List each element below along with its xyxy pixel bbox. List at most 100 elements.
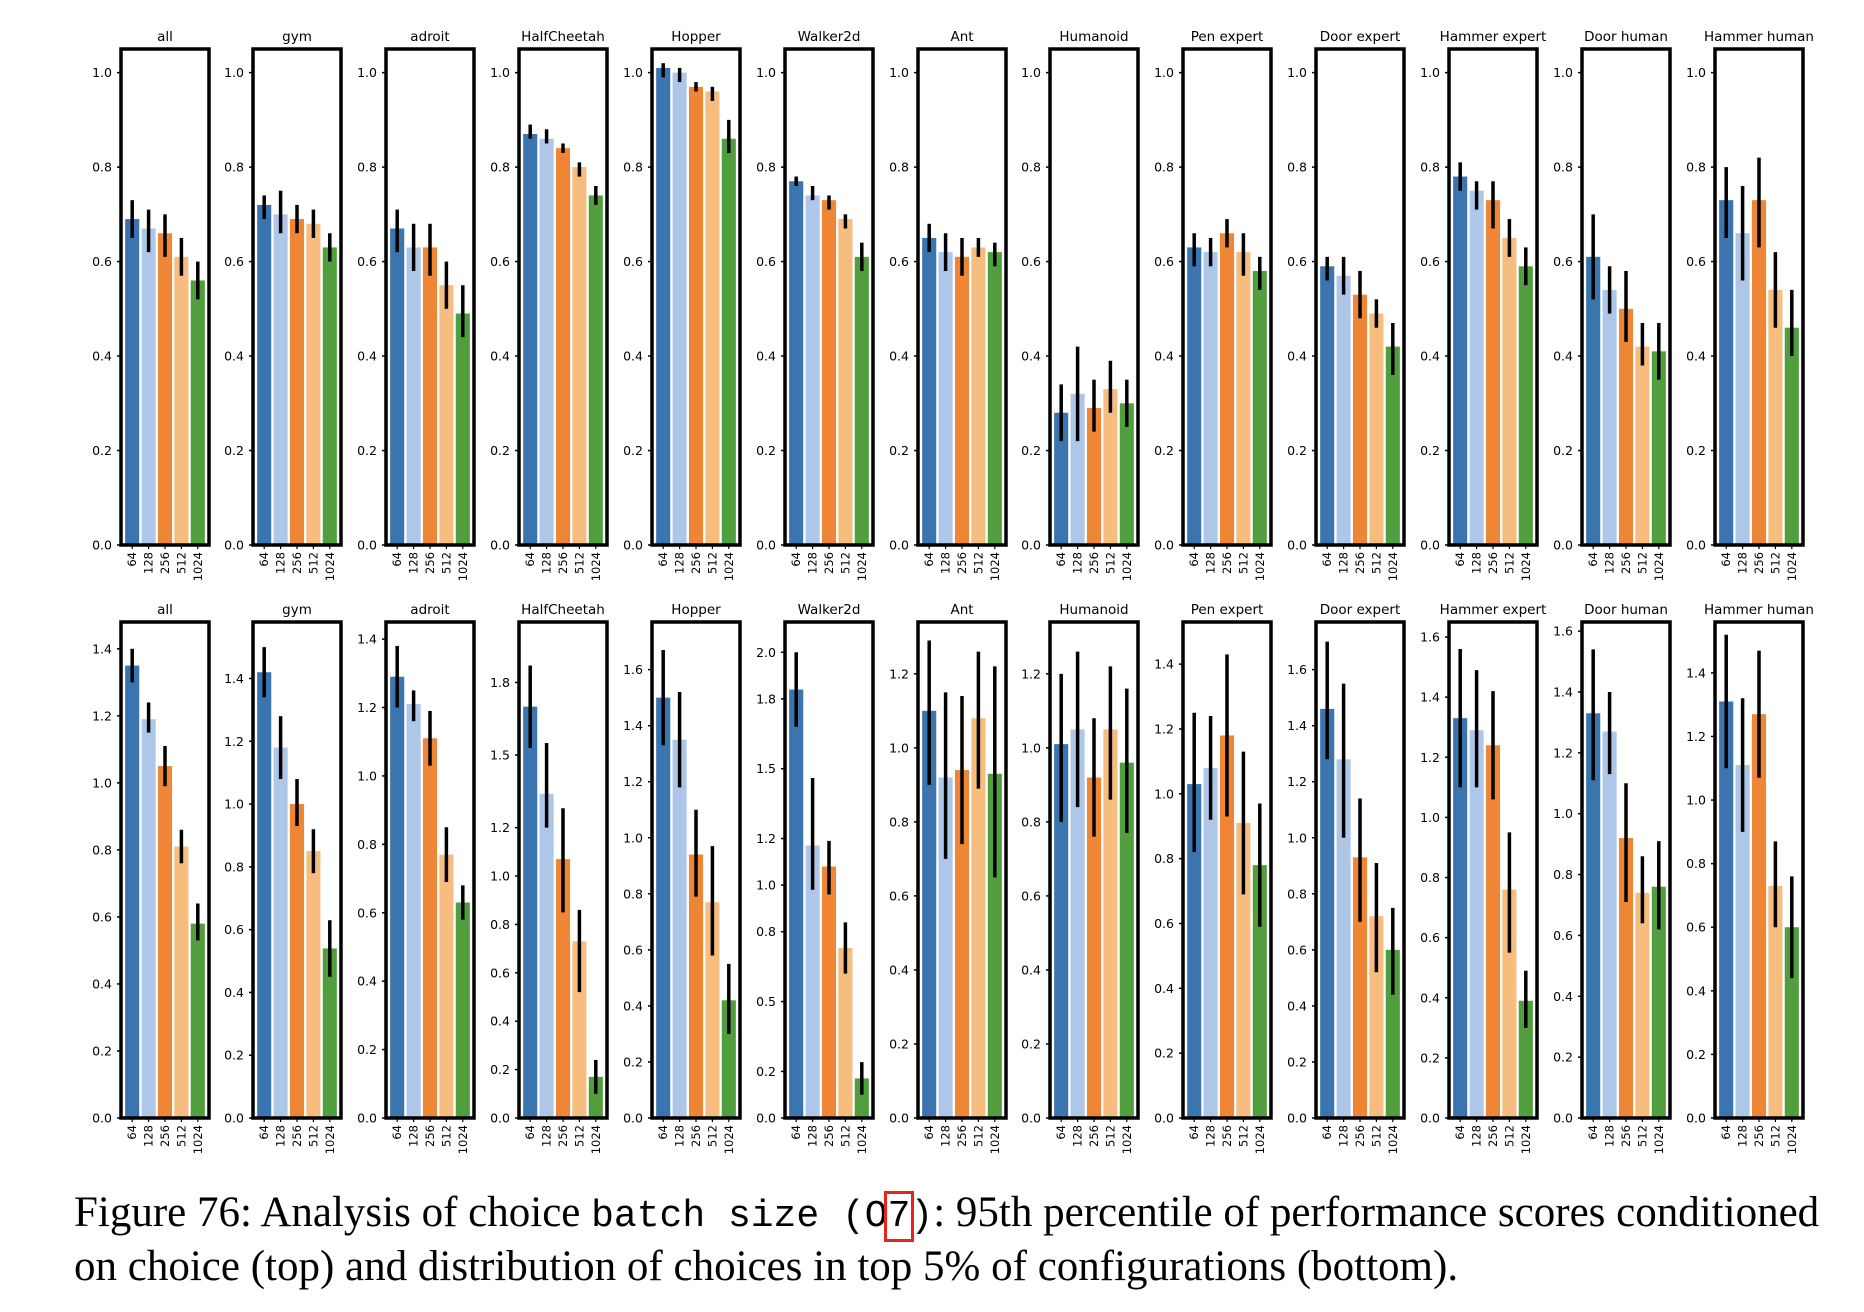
bar-1024 <box>588 195 603 545</box>
x-tick-label: 512 <box>838 552 852 574</box>
panel-frame <box>1048 620 1140 1120</box>
y-tick-label: 1.0 <box>623 830 643 845</box>
x-tick-label: 512 <box>1768 1125 1782 1147</box>
x-tick-label: 1024 <box>589 1125 603 1154</box>
y-tick-label: 0.6 <box>1021 888 1041 903</box>
x-tick-label: 1024 <box>988 552 1002 581</box>
x-tick-label: 512 <box>705 552 719 574</box>
bar-128 <box>1336 759 1351 1118</box>
panel-frame <box>119 620 211 1120</box>
x-tick-label: 64 <box>1054 1125 1068 1140</box>
panel-title: Door human <box>1584 602 1668 618</box>
bar-1024 <box>854 256 869 545</box>
x-tick-label: 128 <box>1071 1125 1085 1147</box>
x-tick-label: 1024 <box>191 1125 205 1154</box>
y-tick-label: 0.4 <box>1686 349 1706 364</box>
x-tick-label: 256 <box>1220 1125 1234 1147</box>
panel-title: all <box>157 602 173 618</box>
panel-frame <box>384 47 476 547</box>
bar-128 <box>1735 233 1750 545</box>
bar-128 <box>1336 275 1351 545</box>
y-tick-label: 0.4 <box>623 998 643 1013</box>
y-tick-label: 0.2 <box>92 1043 112 1058</box>
y-tick-label: 1.6 <box>1287 662 1307 677</box>
y-tick-label: 0.8 <box>224 160 244 175</box>
bar-256 <box>1352 294 1368 545</box>
y-tick-label: 0.4 <box>224 349 244 364</box>
bar-128 <box>805 845 820 1118</box>
x-tick-label: 64 <box>257 1125 271 1140</box>
x-tick-label: 1024 <box>1652 552 1666 581</box>
x-tick-label: 64 <box>789 552 803 567</box>
bar-512 <box>1768 289 1783 545</box>
bar-128 <box>1602 731 1617 1118</box>
panel-frame <box>650 47 742 547</box>
panel-title: adroit <box>410 29 449 45</box>
bar-256 <box>555 859 571 1118</box>
x-tick-label: 1024 <box>456 552 470 581</box>
x-tick-label: 256 <box>1619 1125 1633 1147</box>
bar-512 <box>306 223 321 545</box>
y-tick-label: 0.2 <box>1287 1054 1307 1069</box>
y-tick-label: 0.6 <box>1021 254 1041 269</box>
y-tick-label: 1.0 <box>1021 65 1041 80</box>
y-tick-label: 0.2 <box>1021 1036 1041 1051</box>
x-tick-label: 512 <box>1369 552 1383 574</box>
x-tick-label: 512 <box>306 552 320 574</box>
bar-1024 <box>190 280 205 545</box>
bar-64 <box>656 697 671 1118</box>
y-tick-label: 1.2 <box>224 734 244 749</box>
y-tick-label: 1.0 <box>92 65 112 80</box>
chart-panel-top-6: Ant 64 128 256 512 1024 0.0 0.2 0.4 0.6 0.8 1.0 <box>889 29 1008 581</box>
x-tick-label: 512 <box>838 1125 852 1147</box>
panel-title: gym <box>282 29 312 45</box>
x-tick-label: 1024 <box>1386 552 1400 581</box>
bar-1024 <box>987 252 1002 545</box>
x-tick-label: 64 <box>523 1125 537 1140</box>
y-tick-label: 1.0 <box>1420 65 1440 80</box>
bar-512 <box>439 285 454 545</box>
caption-code: batch size <box>591 1195 820 1238</box>
y-tick-label: 0.0 <box>92 1111 112 1126</box>
y-tick-label: 1.0 <box>623 65 643 80</box>
panel-title: Ant <box>950 29 973 45</box>
x-tick-label: 256 <box>158 1125 172 1147</box>
bar-256 <box>422 738 438 1118</box>
x-tick-label: 64 <box>789 1125 803 1140</box>
bar-256 <box>821 200 837 545</box>
x-tick-label: 512 <box>174 552 188 574</box>
y-tick-label: 1.0 <box>490 65 510 80</box>
x-tick-label: 1024 <box>1253 552 1267 581</box>
y-tick-label: 1.4 <box>1154 657 1174 672</box>
x-tick-label: 512 <box>1502 1125 1516 1147</box>
y-tick-label: 0.2 <box>224 1048 244 1063</box>
x-tick-label: 1024 <box>323 552 337 581</box>
bar-128 <box>1203 252 1218 545</box>
bar-128 <box>938 777 953 1118</box>
bar-1024 <box>1518 266 1533 545</box>
y-tick-label: 1.0 <box>1686 793 1706 808</box>
x-tick-label: 128 <box>939 1125 953 1147</box>
bar-256 <box>1485 745 1501 1118</box>
y-tick-label: 0.4 <box>1287 349 1307 364</box>
y-tick-label: 0.0 <box>357 1111 377 1126</box>
chart-panel-top-1: gym 64 128 256 512 1024 0.0 0.2 0.4 0.6 0.8 1.0 <box>224 29 343 581</box>
chart-panel-bottom-4: Hopper 64 128 256 512 1024 0.0 0.2 0.4 0.6 0.8 1.0 1… <box>623 602 742 1154</box>
x-tick-label: 128 <box>1603 552 1617 574</box>
bar-64 <box>1586 713 1601 1118</box>
x-tick-label: 256 <box>955 552 969 574</box>
x-tick-label: 256 <box>423 1125 437 1147</box>
panel-frame <box>1048 47 1140 547</box>
y-tick-label: 0.4 <box>1420 990 1440 1005</box>
x-tick-label: 1024 <box>1519 1125 1533 1154</box>
x-tick-label: 1024 <box>456 1125 470 1154</box>
x-tick-label: 64 <box>1453 1125 1467 1140</box>
x-tick-label: 512 <box>1502 552 1516 574</box>
y-tick-label: 0.6 <box>1420 254 1440 269</box>
y-tick-label: 0.2 <box>490 1062 510 1077</box>
panel-title: Hammer expert <box>1440 29 1547 45</box>
y-tick-label: 0.0 <box>1021 1111 1041 1126</box>
x-tick-label: 128 <box>806 1125 820 1147</box>
y-tick-label: 1.2 <box>490 820 510 835</box>
